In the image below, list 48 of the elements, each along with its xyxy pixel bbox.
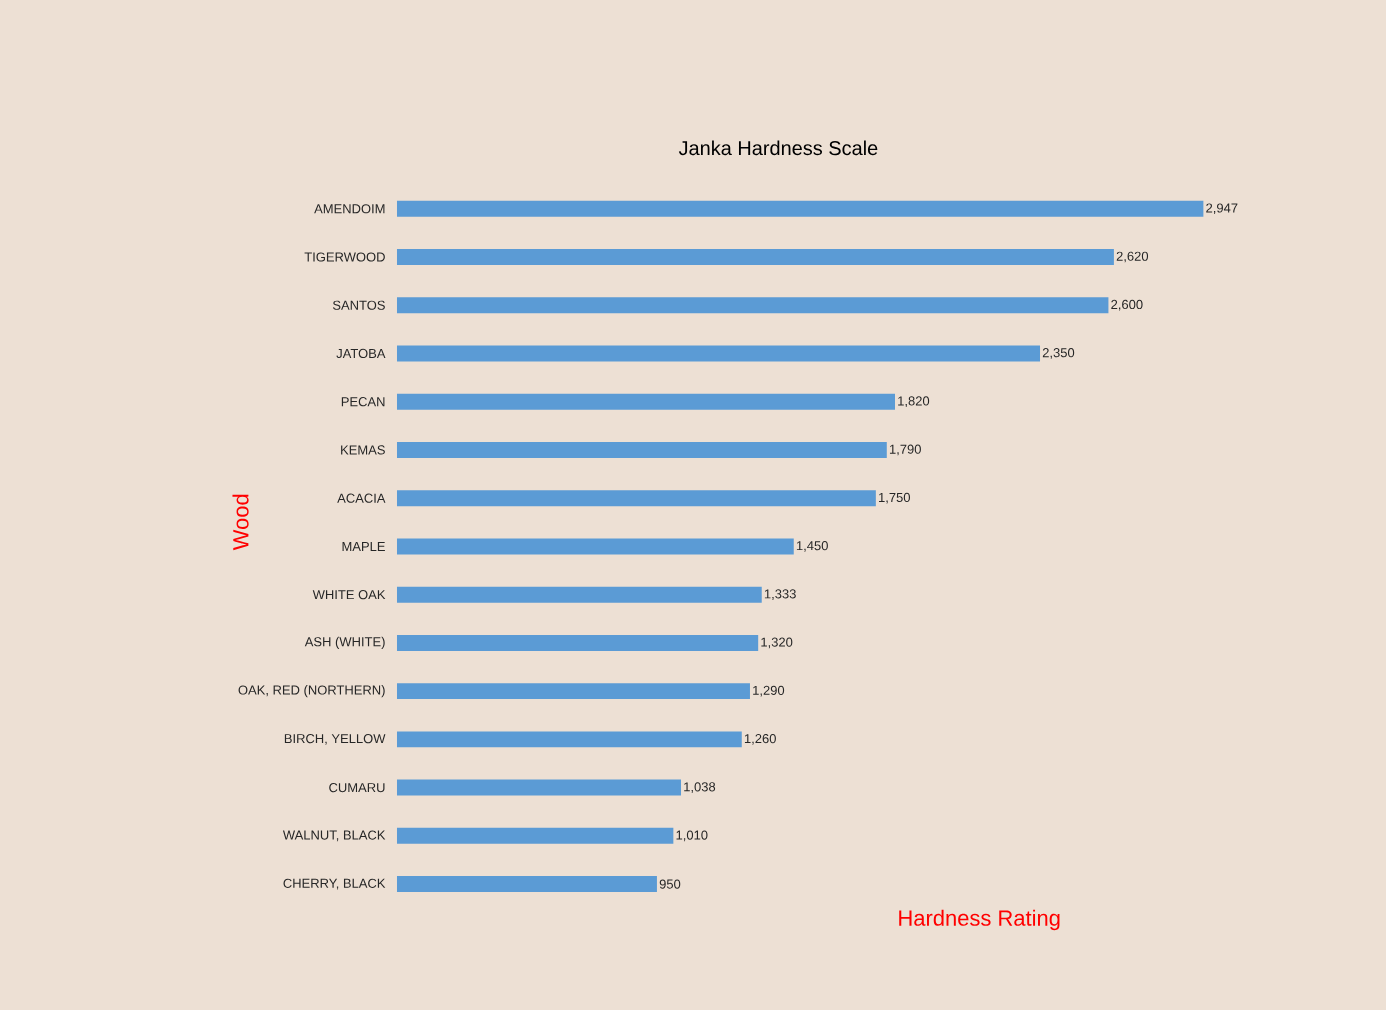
data-label: 1,320	[761, 637, 793, 649]
y-tick-label: CHERRY, BLACK	[283, 878, 386, 890]
bar	[396, 634, 759, 651]
data-label: 1,038	[684, 782, 716, 793]
y-tick-label: BIRCH, YELLOW	[284, 734, 386, 745]
y-tick-label: MAPLE	[342, 541, 385, 551]
bar	[396, 779, 682, 796]
y-axis-title: Wood	[232, 494, 249, 551]
y-tick-label: KEMAS	[341, 445, 385, 455]
bar	[396, 586, 762, 603]
data-label: 1,010	[676, 830, 708, 842]
bar	[396, 538, 794, 555]
bar	[396, 490, 876, 507]
chart-title: Janka Hardness Scale	[678, 140, 878, 156]
y-tick-label: SANTOS	[332, 300, 385, 310]
bar	[396, 827, 674, 844]
data-label: 1,260	[744, 734, 776, 745]
data-label: 2,620	[1116, 251, 1149, 263]
y-tick-label: OAK, RED (NORTHERN)	[238, 685, 385, 698]
y-tick-label: WHITE OAK	[312, 590, 386, 600]
y-tick-label: AMENDOIM	[314, 204, 385, 214]
y-tick-label: TIGERWOOD	[304, 252, 385, 262]
data-label: 1,750	[879, 492, 910, 504]
data-label: 1,790	[889, 444, 921, 456]
data-label: 950	[659, 879, 681, 889]
y-tick-label: CUMARU	[329, 783, 385, 793]
y-tick-label: PECAN	[341, 397, 385, 407]
bar	[396, 393, 895, 410]
bar	[396, 731, 742, 748]
data-label: 1,820	[898, 396, 930, 408]
data-label: 2,600	[1111, 299, 1143, 311]
y-tick-label: ACACIA	[337, 493, 386, 503]
data-label: 2,947	[1206, 203, 1238, 215]
data-label: 1,290	[753, 685, 785, 697]
bar	[396, 249, 1114, 265]
bar	[396, 683, 750, 700]
bar	[396, 441, 887, 458]
bar	[396, 297, 1109, 314]
bar	[396, 345, 1041, 362]
data-label: 1,450	[796, 541, 828, 552]
bar	[396, 200, 1204, 217]
data-label: 1,333	[764, 589, 796, 601]
data-label: 2,350	[1042, 348, 1075, 359]
y-tick-label: JATOBA	[336, 348, 386, 359]
x-axis-title: Hardness Rating	[899, 909, 1060, 931]
y-tick-label: ASH (WHITE)	[304, 636, 385, 649]
y-tick-label: WALNUT, BLACK	[282, 830, 386, 842]
bar	[396, 876, 657, 893]
